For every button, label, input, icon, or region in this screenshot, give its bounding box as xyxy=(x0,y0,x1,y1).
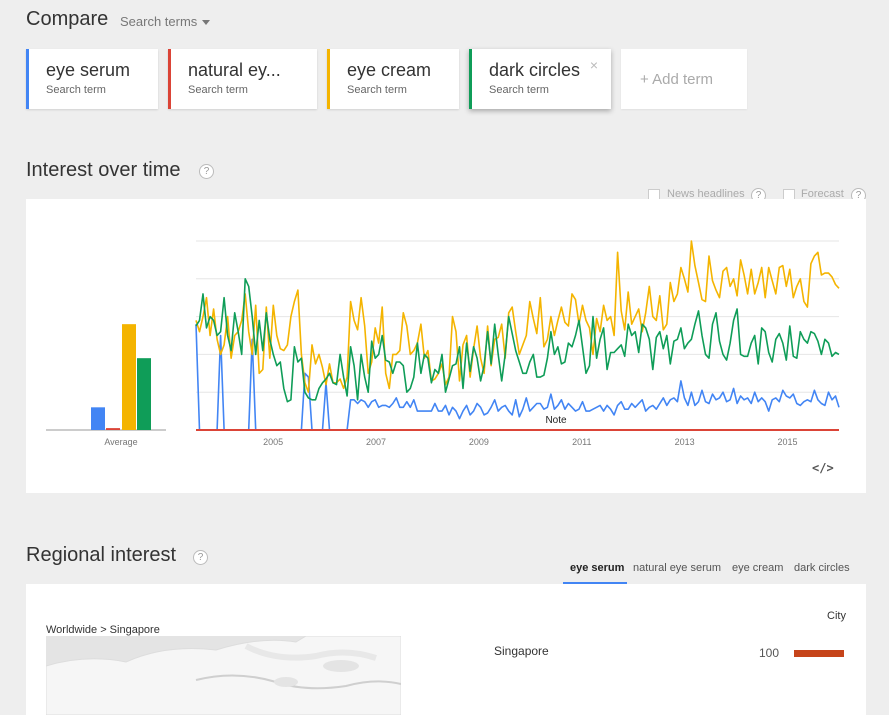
interest-over-time-chart: Average 2005 2007 2009 2011 2013 2015 Note xyxy=(46,240,840,447)
tab-dark-circles[interactable]: dark circles xyxy=(794,562,850,574)
note-annotation: Note xyxy=(545,415,567,426)
embed-code-icon[interactable]: </> xyxy=(812,461,834,475)
tab-natural-eye-serum[interactable]: natural eye serum xyxy=(633,562,722,574)
search-terms-label: Search terms xyxy=(120,14,198,29)
regional-interest-panel: Worldwide > Singapore City Singapore 100 xyxy=(26,584,866,715)
compare-title: Compare xyxy=(26,8,109,30)
average-label: Average xyxy=(104,437,137,447)
average-bar xyxy=(106,428,120,430)
x-tick-label: 2007 xyxy=(366,437,386,447)
x-tick-label: 2005 xyxy=(263,437,283,447)
series-line xyxy=(195,324,840,431)
active-tab-indicator xyxy=(563,582,627,584)
region-map[interactable] xyxy=(46,636,401,715)
average-bar xyxy=(137,358,151,430)
term-card-natural-eye-serum[interactable]: natural ey... Search term xyxy=(168,49,317,109)
regional-interest-title: Regional interest xyxy=(26,544,177,566)
term-subtitle: Search term xyxy=(188,84,248,96)
x-tick-label: 2013 xyxy=(675,437,695,447)
term-name: dark circles xyxy=(489,60,581,80)
term-name: natural ey... xyxy=(188,60,281,80)
term-name: eye cream xyxy=(347,60,432,80)
region-value: 100 xyxy=(759,646,780,660)
add-term-button[interactable]: + Add term xyxy=(621,49,747,109)
interest-chart-panel: Average 2005 2007 2009 2011 2013 2015 Note </> xyxy=(26,199,866,493)
interest-over-time-title: Interest over time xyxy=(26,159,181,181)
help-icon[interactable]: ? xyxy=(199,164,214,179)
average-bar xyxy=(122,324,136,430)
breadcrumb[interactable]: Worldwide > Singapore xyxy=(46,624,160,636)
x-tick-label: 2011 xyxy=(572,437,591,447)
term-card-dark-circles[interactable]: dark circles Search term × xyxy=(469,49,611,109)
search-terms-dropdown[interactable]: Search terms xyxy=(120,14,211,29)
term-card-eye-cream[interactable]: eye cream Search term xyxy=(327,49,459,109)
series-line xyxy=(195,278,840,403)
region-bar xyxy=(794,650,844,657)
term-card-eye-serum[interactable]: eye serum Search term xyxy=(26,49,158,109)
tab-eye-serum[interactable]: eye serum xyxy=(570,562,625,574)
term-subtitle: Search term xyxy=(46,84,106,96)
tab-eye-cream[interactable]: eye cream xyxy=(732,562,784,574)
forecast-label: Forecast xyxy=(801,188,844,200)
caret-down-icon xyxy=(202,20,211,26)
term-subtitle: Search term xyxy=(489,84,549,96)
map-coastline xyxy=(46,636,401,715)
help-icon[interactable]: ? xyxy=(193,550,208,565)
close-icon[interactable]: × xyxy=(589,57,598,73)
news-headlines-label: News headlines xyxy=(667,188,745,200)
x-tick-label: 2015 xyxy=(778,437,798,447)
region-name[interactable]: Singapore xyxy=(494,644,549,658)
term-name: eye serum xyxy=(46,60,131,80)
x-tick-label: 2009 xyxy=(469,437,489,447)
level-label: City xyxy=(827,610,846,622)
term-subtitle: Search term xyxy=(347,84,407,96)
add-term-label: + Add term xyxy=(640,71,713,88)
average-bar xyxy=(91,407,105,430)
